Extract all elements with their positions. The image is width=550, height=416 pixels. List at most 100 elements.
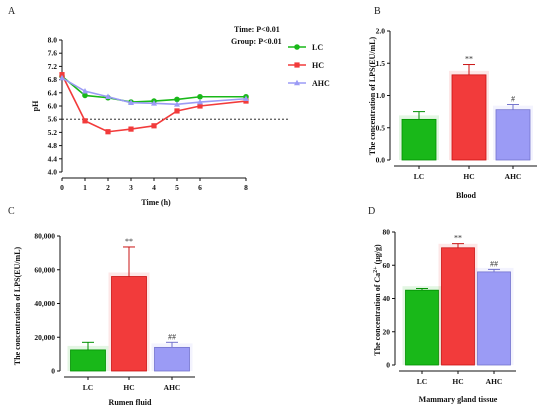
y-tick-label: 8.0: [48, 36, 58, 45]
x-tick-label: LC: [83, 383, 93, 392]
bar-lc: [401, 118, 437, 161]
series-line-ahc: [61, 77, 247, 106]
bar-ahc: [495, 109, 531, 161]
y-axis-label: The concentration of Ca2+ (μg/g): [373, 244, 382, 356]
x-tick-label: 8: [244, 183, 248, 192]
data-point-lc: [82, 92, 88, 99]
y-tick-label: 40: [383, 294, 391, 303]
y-tick-label: 80: [383, 228, 391, 237]
y-tick-label: 6.8: [48, 75, 58, 84]
y-tick-label: 7.6: [48, 49, 58, 58]
panel-a-line-chart: 4.0 4.4 4.8 5.2 5.6 6.0 6.4 6.8 7.2 7.6 8.0 0 1 2 3 4 5 6…: [31, 25, 330, 207]
stat-time: Time: P<0.01: [234, 25, 280, 34]
y-tick-label: 5.6: [48, 115, 58, 124]
y-axis-label: The concentration of LPS(EU/mL): [368, 36, 377, 155]
x-axis-label: Time (h): [141, 198, 171, 207]
significance-label: ##: [490, 259, 498, 268]
data-point-hc: [197, 103, 203, 109]
data-point-ahc: [105, 93, 111, 100]
y-axis-label-suffix: (μg/g): [373, 244, 382, 266]
panel-letter-b: B: [374, 6, 381, 17]
y-tick-label: 4.4: [48, 154, 58, 163]
data-point-hc: [243, 98, 249, 104]
x-axis-label: Blood: [456, 191, 477, 200]
bar-hc: [441, 247, 475, 366]
bar-hc: [111, 276, 147, 372]
data-point-lc: [174, 96, 180, 103]
data-point-ahc: [59, 74, 65, 81]
y-tick-label: 2.0: [376, 27, 386, 36]
y-tick-label: 0: [51, 367, 55, 376]
panel-b-bar-chart: 0.0 0.5 1.0 1.5 2.0 LC ** HC # AHC Blood The concen…: [368, 27, 537, 200]
x-tick-label: 3: [129, 183, 133, 192]
x-tick-label: 1: [83, 183, 87, 192]
y-axis-label: The concentration of LPS(EU/mL): [13, 246, 22, 365]
panel-d-bar-chart: 0 20 40 60 80 LC ** HC ## AHC Mammary gland tissue…: [373, 228, 516, 404]
y-tick-label: 20,000: [34, 333, 55, 342]
x-tick-label: 6: [198, 183, 202, 192]
x-tick-label: HC: [123, 383, 134, 392]
y-tick-label: 80,000: [34, 232, 55, 241]
y-axis-label-prefix: The concentration of Ca: [373, 273, 382, 356]
legend-marker: [294, 44, 300, 50]
bar-ahc: [154, 346, 190, 372]
bar-lc: [405, 289, 439, 366]
bar-hc: [451, 74, 487, 161]
data-point-hc: [59, 72, 65, 78]
x-tick-label: AHC: [164, 383, 181, 392]
x-tick-label: AHC: [486, 377, 503, 386]
data-point-hc: [82, 118, 88, 124]
y-tick-label: 4.0: [48, 168, 58, 177]
legend-marker: [294, 79, 300, 86]
significance-label: **: [454, 234, 462, 243]
y-tick-label: 60,000: [34, 265, 55, 274]
x-tick-label: HC: [463, 172, 474, 181]
x-axis-label: Mammary gland tissue: [419, 395, 498, 404]
x-tick-label: 0: [60, 183, 64, 192]
x-tick-label: 4: [152, 183, 156, 192]
panel-letter-d: D: [368, 206, 375, 217]
data-point-hc: [174, 108, 180, 114]
data-point-hc: [151, 123, 157, 129]
bar-ahc: [477, 271, 511, 366]
x-axis-label: Rumen fluid: [109, 398, 152, 407]
y-tick-label: 40,000: [34, 299, 55, 308]
y-axis-label: pH: [31, 100, 40, 111]
panel-c-bar-chart: 0 20,000 40,000 60,000 80,000 LC ** HC ## AHC Rume…: [13, 232, 195, 407]
y-axis-label-sup: 2+: [373, 266, 379, 273]
data-point-lc: [197, 93, 203, 100]
y-tick-label: 6.4: [48, 88, 58, 97]
panel-letter-a: A: [8, 6, 16, 17]
legend-marker: [294, 62, 300, 68]
legend-label-ahc: AHC: [312, 79, 330, 88]
y-tick-label: 20: [383, 327, 391, 336]
significance-label: **: [465, 55, 473, 64]
x-tick-label: AHC: [505, 172, 522, 181]
legend: LC HC AHC: [288, 43, 330, 88]
data-point-hc: [105, 129, 111, 135]
stat-group: Group: P<0.01: [231, 37, 282, 46]
significance-label: #: [511, 95, 515, 104]
significance-label: ##: [168, 332, 176, 341]
y-tick-label: 0.5: [376, 123, 386, 132]
x-tick-label: LC: [417, 377, 427, 386]
y-tick-label: 1.0: [376, 91, 386, 100]
y-tick-label: 5.2: [48, 128, 58, 137]
legend-label-lc: LC: [312, 43, 323, 52]
data-point-ahc: [174, 101, 180, 107]
x-tick-label: LC: [414, 172, 424, 181]
y-tick-label: 60: [383, 261, 391, 270]
panel-letter-c: C: [8, 206, 15, 217]
data-point-ahc: [243, 95, 249, 102]
y-tick-label: 0.0: [376, 156, 386, 165]
y-tick-label: 1.5: [376, 59, 386, 68]
x-tick-label: 2: [106, 183, 110, 192]
y-tick-label: 6.0: [48, 102, 58, 111]
y-tick-label: 4.8: [48, 141, 58, 150]
series-line-hc: [61, 74, 247, 133]
data-point-ahc: [197, 98, 203, 105]
bar-lc: [70, 349, 106, 372]
legend-label-hc: HC: [312, 61, 324, 70]
data-point-ahc: [151, 100, 157, 106]
